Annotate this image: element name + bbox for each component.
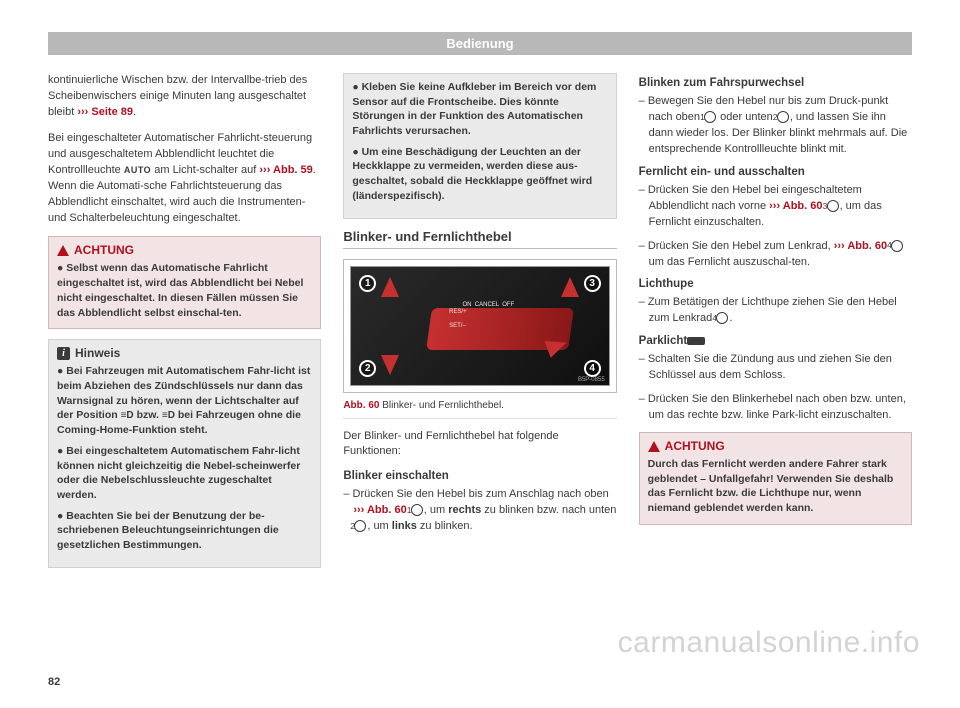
achtung-heading: ACHTUNG [648,439,903,453]
subhead-parklicht: Parklicht [639,335,912,347]
marker-2: 2 [359,360,376,377]
fig-caption-text: Blinker- und Fernlichthebel. [379,400,504,411]
low-beam-icon: ≡D [162,410,175,421]
watermark: carmanualsonline.info [618,626,920,660]
content-columns: kontinuierliche Wischen bzw. der Interva… [48,73,912,578]
hinweis-bullet-2: ● Bei eingeschaltetem Automatischem Fahr… [57,444,312,503]
marker-4: 4 [584,360,601,377]
arrow-3-icon [561,277,579,297]
column-3: Blinken zum Fahrspurwechsel – Bewegen Si… [639,73,912,578]
position-light-icon: ≡D [121,410,134,421]
park-item-1: – Schalten Sie die Zündung aus und ziehe… [639,352,912,384]
hinweis-bullet-3: ● Beachten Sie bei der Benutzung der be-… [57,509,312,553]
text: oder unten [717,111,776,123]
text: – Drücken Sie den Hebel bis zum Anschlag… [343,488,608,500]
text: , um [424,504,448,516]
text: zu blinken bzw. nach unten [481,504,616,516]
circled-1: 1 [704,111,716,123]
arrow-1-icon [381,277,399,297]
col1-para2: Bei eingeschalteter Automatischer Fahrli… [48,131,321,227]
text: . [133,106,136,118]
park-item-2: – Drücken Sie den Blinkerhebel nach oben… [639,392,912,424]
column-2: ● Kleben Sie keine Aufkleber im Bereich … [343,73,616,578]
auto-label: AUTO [124,165,151,175]
hinweis-bullet-1: ● Bei Fahrzeugen mit Automatischem Fahr-… [57,364,312,438]
bold-links: links [392,520,417,532]
achtung-box-1: ACHTUNG ● Selbst wenn das Automatische F… [48,236,321,329]
subhead-lichthupe: Lichthupe [639,278,912,290]
achtung-heading: ACHTUNG [57,243,312,257]
text: – Zum Betätigen der Lichthupe ziehen Sie… [639,296,897,324]
text: . [729,312,732,324]
blinker-item: – Drücken Sie den Hebel bis zum Anschlag… [343,487,616,535]
fahrspur-item: – Bewegen Sie den Hebel nur bis zum Druc… [639,94,912,158]
bold-rechts: rechts [448,504,481,516]
lever-labels: ON CANCEL OFF RES/+ SET/– [449,302,514,331]
circled-1: 1 [411,504,423,516]
col2-para-after-fig: Der Blinker- und Fernlichthebel hat folg… [343,429,616,461]
column-1: kontinuierliche Wischen bzw. der Interva… [48,73,321,578]
circled-4: 4 [891,240,903,252]
subhead-fernlicht: Fernlicht ein- und ausschalten [639,166,912,178]
hinweis-box-cont: ● Kleben Sie keine Aufkleber im Bereich … [343,73,616,219]
circled-2: 2 [777,111,789,123]
fig-ref: ››› Abb. 60 [353,504,406,516]
marker-3: 3 [584,275,601,292]
figure-caption: Abb. 60 Blinker- und Fernlichthebel. [343,399,616,419]
hinweis-box: Hinweis ● Bei Fahrzeugen mit Automatisch… [48,339,321,568]
col1-para1: kontinuierliche Wischen bzw. der Interva… [48,73,321,121]
manual-page: Bedienung kontinuierliche Wischen bzw. d… [0,0,960,578]
subhead-fahrspur: Blinken zum Fahrspurwechsel [639,77,912,89]
fig-ref: ››› Abb. 60 [834,240,887,252]
hinweis-body-cont: ● Kleben Sie keine Aufkleber im Bereich … [352,80,607,204]
fern-item-1: – Drücken Sie den Hebel bei eingeschalte… [639,183,912,231]
arrow-2-icon [381,355,399,375]
fig-ref: ››› Abb. 59 [259,164,312,176]
achtung-box-2: ACHTUNG Durch das Fernlicht werden ander… [639,432,912,525]
text: am Licht-schalter auf [151,164,259,176]
hinweis-body: ● Bei Fahrzeugen mit Automatischem Fahr-… [57,364,312,553]
figure-box: ON CANCEL OFF RES/+ SET/– 1 2 3 4 B5P-08… [343,259,616,393]
lever-illustration: ON CANCEL OFF RES/+ SET/– 1 2 3 4 B5P-08… [350,266,609,386]
hinweis-bullet-5: ● Um eine Beschädigung der Leuchten an d… [352,145,607,204]
fig-ref: ››› Abb. 60 [769,200,822,212]
text: zu blinken. [417,520,473,532]
parklight-icon [687,337,705,345]
circled-3: 3 [827,200,839,212]
section-title: Blinker- und Fernlichthebel [343,229,616,249]
page-number: 82 [48,676,60,688]
text: – Drücken Sie den Hebel zum Lenkrad, [639,240,834,252]
fig-number: Abb. 60 [343,400,379,411]
header-bar: Bedienung [48,32,912,55]
hinweis-bullet-4: ● Kleben Sie keine Aufkleber im Bereich … [352,80,607,139]
circled-4: 4 [716,312,728,324]
achtung-body: ● Selbst wenn das Automatische Fahrlicht… [57,261,312,320]
page-ref: ››› Seite 89 [77,106,133,118]
subhead-blinker: Blinker einschalten [343,470,616,482]
marker-1: 1 [359,275,376,292]
text: , um [367,520,391,532]
achtung-body: Durch das Fernlicht werden andere Fahrer… [648,457,903,516]
text: bzw. [134,409,162,421]
lichthupe-item: – Zum Betätigen der Lichthupe ziehen Sie… [639,295,912,327]
hinweis-heading: Hinweis [57,346,312,360]
image-credit: B5P-0855 [578,377,605,383]
circled-2: 2 [354,520,366,532]
text: um das Fernlicht auszuschal-ten. [649,256,810,268]
fern-item-2: – Drücken Sie den Hebel zum Lenkrad, ›››… [639,239,912,271]
text: Parklicht [639,335,688,347]
